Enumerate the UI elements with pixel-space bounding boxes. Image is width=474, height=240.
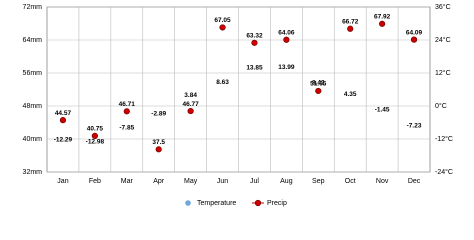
x-tick-label: Feb (89, 178, 101, 185)
precip-label: 64.09 (406, 29, 423, 36)
precip-point (155, 146, 162, 153)
precip-label: 64.06 (278, 29, 295, 36)
temperature-label: 13.99 (278, 64, 295, 71)
temperature-label: -12.98 (86, 138, 105, 145)
temperature-label: -7.85 (119, 124, 134, 131)
page: 32mm 40mm 48mm 56mm 64mm 72mm -24°C -12°C 0°C 12°… (22, 2, 453, 207)
temperature-label: 13.85 (246, 65, 263, 72)
legend-marker (185, 200, 191, 206)
precip-point (59, 117, 67, 124)
y2-tick-label: 12°C (435, 69, 451, 77)
y-tick-label: 64mm (23, 37, 43, 44)
precip-point (347, 25, 354, 32)
precip-point (379, 20, 386, 27)
precip-point (123, 108, 130, 115)
precip-label: 63.32 (246, 33, 263, 40)
x-tick-label: Mar (121, 178, 134, 185)
x-tick-label: Aug (280, 178, 293, 185)
x-tick-label: Oct (345, 178, 356, 185)
legend-label: Temperature (197, 200, 236, 207)
x-tick-label: Jan (57, 178, 68, 185)
temperature-label: 3.84 (184, 92, 197, 99)
temperature-label: 8.42 (312, 80, 325, 87)
y-tick-label: 48mm (23, 103, 43, 110)
y2-tick-label: 0°C (435, 102, 447, 110)
y-tick-label: 32mm (23, 169, 43, 176)
precip-label: 67.92 (374, 14, 391, 21)
precip-point (91, 132, 98, 140)
temperature-label: -2.89 (151, 111, 166, 118)
x-tick-label: May (184, 178, 198, 185)
precip-label: 46.77 (182, 101, 199, 108)
temperature-label: -7.23 (407, 123, 422, 130)
precip-label: 37.5 (152, 139, 165, 146)
x-tick-label: Jul (250, 178, 259, 185)
temperature-label: 8.63 (216, 79, 229, 86)
precip-point (251, 39, 258, 46)
y2-tick-label: -12°C (435, 135, 453, 143)
precip-point (219, 24, 226, 31)
legend-marker (254, 199, 262, 207)
y2-tick-label: 36°C (435, 3, 451, 11)
x-tick-label: Nov (376, 178, 389, 185)
precip-point (187, 107, 194, 115)
y2-tick-label: -24°C (435, 168, 453, 176)
precip-label: 51.65 (310, 81, 327, 88)
precip-label: 66.72 (342, 18, 359, 25)
precip-label: 46.71 (119, 101, 136, 108)
temperature-label: -12.29 (54, 137, 73, 144)
precip-point (410, 36, 418, 43)
temperature-label: 4.35 (344, 91, 357, 98)
legend-label: Precip (267, 200, 287, 207)
chart: 32mm 40mm 48mm 56mm 64mm 72mm -24°C -12°C 0°C 12°… (23, 3, 453, 207)
y2-tick-label: 24°C (435, 36, 451, 44)
x-tick-label: Dec (408, 178, 421, 185)
y-tick-label: 40mm (23, 136, 43, 143)
y-tick-label: 56mm (23, 70, 43, 77)
temperature-label: -1.45 (375, 107, 390, 114)
x-tick-label: Sep (312, 178, 325, 185)
y-tick-label: 72mm (23, 4, 43, 11)
precip-label: 40.75 (87, 126, 104, 133)
x-tick-label: Jun (217, 178, 228, 185)
precip-point (283, 36, 290, 43)
precip-label: 67.05 (214, 17, 231, 24)
x-tick-label: Apr (153, 178, 165, 185)
precip-label: 44.57 (55, 110, 72, 117)
precip-point (315, 87, 322, 95)
